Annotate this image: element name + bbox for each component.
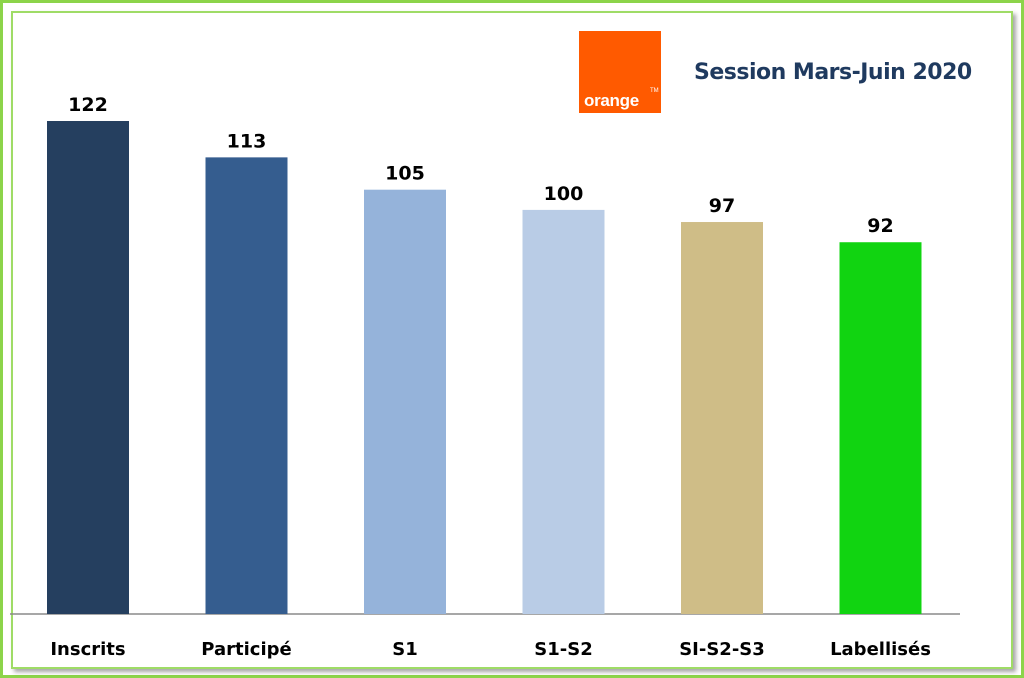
bar-2 — [364, 189, 446, 614]
value-label-0: 122 — [68, 94, 108, 116]
orange-logo: orange TM — [579, 31, 661, 113]
category-label-5: Labellisés — [830, 639, 931, 660]
category-label-4: SI-S2-S3 — [679, 639, 765, 660]
category-label-1: Participé — [201, 639, 291, 660]
value-label-5: 92 — [867, 215, 893, 237]
category-label-3: S1-S2 — [534, 639, 592, 660]
bar-5 — [839, 242, 922, 615]
bar-3 — [522, 209, 605, 614]
logo-text: orange — [584, 91, 639, 110]
category-label-0: Inscrits — [50, 639, 125, 660]
value-label-4: 97 — [709, 195, 735, 217]
bar-0 — [47, 121, 129, 614]
value-label-3: 100 — [544, 183, 584, 205]
bar-1 — [205, 157, 288, 615]
category-label-2: S1 — [392, 639, 418, 660]
value-label-2: 105 — [385, 163, 425, 185]
chart-title: Session Mars-Juin 2020 — [694, 60, 972, 85]
value-label-1: 113 — [227, 130, 267, 152]
logo-trademark: TM — [650, 88, 659, 94]
bar-4 — [681, 222, 763, 614]
